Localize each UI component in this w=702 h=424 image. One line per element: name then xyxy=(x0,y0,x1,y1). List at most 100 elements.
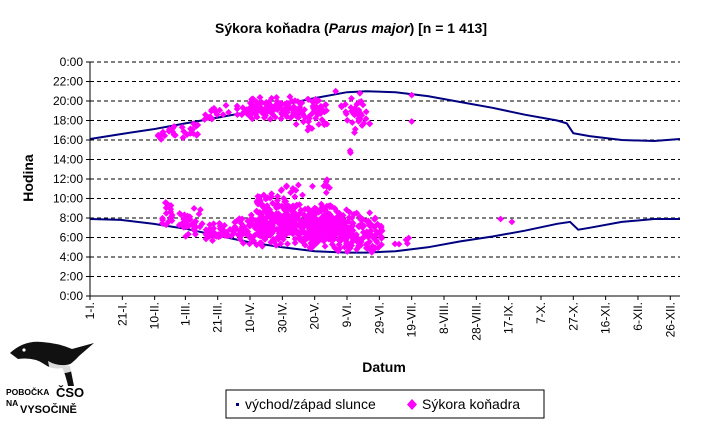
data-point xyxy=(157,131,164,139)
data-point xyxy=(283,99,291,107)
data-point xyxy=(377,233,385,241)
data-point xyxy=(283,183,290,191)
data-point xyxy=(362,108,370,116)
data-point xyxy=(231,223,239,231)
data-point xyxy=(190,205,198,212)
data-point xyxy=(294,107,302,115)
data-point xyxy=(219,111,227,118)
data-point xyxy=(311,241,319,248)
data-point xyxy=(265,107,272,115)
y-tick-label: 20:00 xyxy=(53,94,83,108)
x-tick-label: 27-X. xyxy=(566,302,580,331)
data-point xyxy=(304,205,312,212)
data-point xyxy=(391,240,399,248)
data-point xyxy=(264,232,271,239)
sunrise-line xyxy=(89,218,680,254)
data-point xyxy=(313,217,321,225)
data-point xyxy=(315,121,323,128)
data-point xyxy=(248,115,256,123)
y-tick-label: 0:00 xyxy=(60,289,84,303)
data-point xyxy=(198,220,206,228)
data-point xyxy=(362,115,370,123)
data-point xyxy=(278,222,285,230)
x-tick-label: 1-I. xyxy=(83,302,97,319)
data-point xyxy=(375,228,383,236)
data-point xyxy=(222,102,230,109)
data-point xyxy=(303,222,311,230)
x-axis-title: Datum xyxy=(362,359,406,375)
data-point xyxy=(328,203,336,211)
legend-box xyxy=(225,389,545,419)
data-point xyxy=(221,222,228,229)
axes xyxy=(89,62,680,297)
data-point xyxy=(216,220,223,227)
data-point xyxy=(348,220,356,227)
data-point xyxy=(343,206,350,214)
data-point xyxy=(211,230,219,238)
data-point xyxy=(193,131,200,139)
data-point xyxy=(275,218,282,225)
data-point xyxy=(253,113,261,121)
data-point xyxy=(370,246,378,253)
x-tick-label: 8-VIII. xyxy=(437,302,451,334)
data-point xyxy=(178,123,186,131)
data-point xyxy=(210,220,217,228)
data-point xyxy=(301,106,308,113)
x-tick-label: 10-II. xyxy=(148,302,162,329)
cso-logo: POBOČKA ČSO NA VYSOČINĚ xyxy=(6,341,94,416)
data-point xyxy=(239,104,247,112)
data-point xyxy=(351,109,359,117)
data-point xyxy=(170,123,178,130)
data-point xyxy=(197,206,204,214)
y-tick-label: 4:00 xyxy=(60,250,84,264)
data-point xyxy=(296,220,304,227)
data-point xyxy=(292,186,300,194)
data-point xyxy=(249,108,257,115)
data-point xyxy=(349,227,357,234)
data-point xyxy=(165,218,172,226)
data-point xyxy=(339,234,347,242)
data-point xyxy=(374,220,381,228)
data-point xyxy=(363,228,371,236)
data-point xyxy=(277,240,285,248)
data-point xyxy=(322,178,330,186)
data-point xyxy=(305,118,312,125)
data-point xyxy=(183,222,191,230)
legend: východ/západ slunce Sýkora koňadra xyxy=(225,389,545,419)
data-point xyxy=(310,102,318,110)
data-point xyxy=(168,211,176,219)
data-point xyxy=(208,106,216,114)
data-point xyxy=(317,102,325,110)
data-point xyxy=(270,227,277,235)
data-point xyxy=(288,97,296,105)
data-point xyxy=(301,241,309,249)
data-point xyxy=(225,109,232,116)
data-point xyxy=(291,193,299,201)
data-point xyxy=(348,119,356,126)
data-point xyxy=(291,239,299,247)
data-point xyxy=(162,221,170,229)
data-point xyxy=(296,201,303,208)
data-point xyxy=(248,96,255,103)
data-point xyxy=(315,226,323,234)
legend-label-bird: Sýkora koňadra xyxy=(422,396,520,412)
data-point xyxy=(261,236,269,243)
logo-line-4: VYSOČINĚ xyxy=(20,403,77,416)
x-tick-label: 28-VIII. xyxy=(469,302,483,341)
y-tick-label: 22:00 xyxy=(53,75,83,89)
chart-title-prefix: Sýkora koňadra ( xyxy=(215,20,329,36)
y-tick-label: 6:00 xyxy=(60,231,84,245)
x-tick-label: 17-IX. xyxy=(502,302,516,334)
data-point xyxy=(162,209,170,217)
data-point xyxy=(356,115,364,123)
data-point xyxy=(276,202,283,210)
y-axis-ticks: 0:00 2:00 4:00 6:00 8:00 10:00 12:00 14:00 16:00… xyxy=(53,55,90,303)
data-point xyxy=(175,221,183,229)
data-point xyxy=(355,242,363,250)
data-point xyxy=(284,214,292,222)
data-point xyxy=(351,129,358,136)
data-point xyxy=(278,106,286,114)
data-point xyxy=(277,187,285,194)
x-tick-label: 1-III. xyxy=(178,302,192,326)
data-point xyxy=(328,241,336,248)
